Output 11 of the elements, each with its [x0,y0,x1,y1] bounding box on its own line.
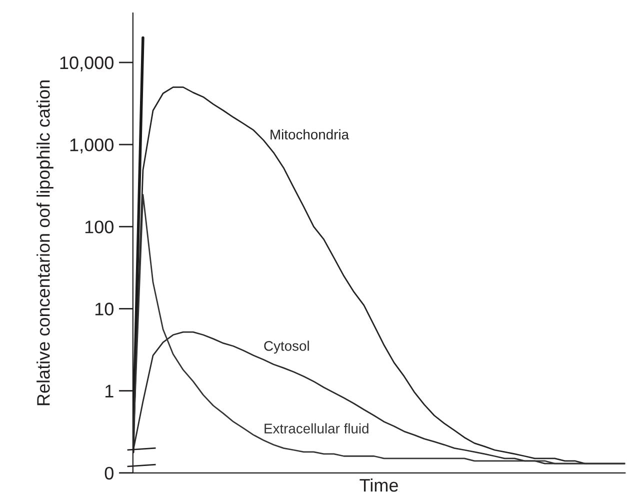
y-tick-label: 10,000 [60,56,114,72]
y-tick-label: 0 [104,466,114,480]
x-axis-title: Time [360,478,398,492]
y-tick-label: 1 [106,384,114,398]
y-axis-title: Relative concentarion oof lipophilc cation [36,80,54,406]
y-tick-label: 10 [95,302,114,316]
series-label: Extracellular fluid [264,423,368,434]
series-label: Cytosol [264,340,309,354]
y-tick-label: 100 [85,220,114,234]
series-label: Mitochondria [270,129,350,140]
y-tick-label: 1,000 [70,138,114,154]
